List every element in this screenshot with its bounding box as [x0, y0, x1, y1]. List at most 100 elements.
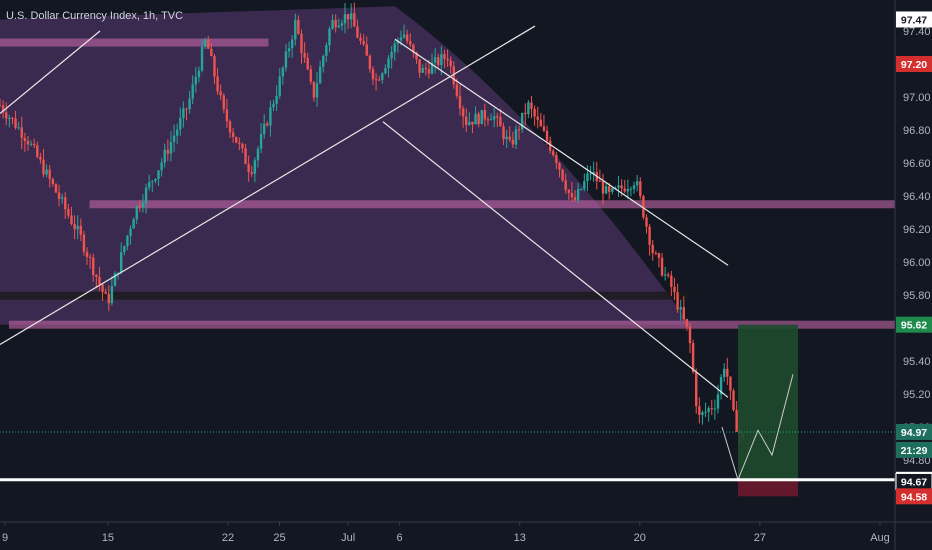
candle-body — [200, 46, 204, 71]
candle-body — [368, 55, 372, 70]
zone-layer — [0, 38, 895, 329]
candle-body — [433, 57, 437, 63]
candle-body — [188, 98, 191, 110]
price-tag-bg — [896, 488, 932, 505]
candle-body — [583, 181, 586, 189]
x-tick-label: 6 — [397, 532, 403, 544]
arc-base-band — [0, 291, 690, 300]
candle-body — [567, 189, 570, 194]
candle-body — [132, 219, 135, 229]
candle-body — [231, 132, 235, 137]
candle-body — [331, 19, 334, 29]
candle-body — [225, 109, 229, 122]
candle-body — [651, 244, 654, 254]
candle-body — [88, 256, 92, 258]
candle-body — [446, 58, 449, 61]
candle-body — [42, 159, 45, 175]
candle-body — [163, 149, 166, 163]
candle-body — [458, 95, 462, 109]
candle-body — [98, 276, 101, 285]
candle-body — [735, 410, 738, 432]
price-tag-label: 94.67 — [901, 476, 927, 488]
candle-body — [471, 121, 474, 125]
stop-box — [738, 479, 798, 497]
candle-body — [64, 197, 67, 210]
candle-body — [318, 66, 322, 84]
candle-body — [508, 136, 511, 140]
candle-body — [322, 56, 325, 67]
candle-body — [511, 139, 515, 145]
candle-body — [26, 140, 30, 145]
candle-body — [151, 181, 154, 183]
candle-body — [611, 188, 614, 192]
candle-body — [23, 137, 27, 141]
candle-body — [250, 171, 253, 174]
candle-body — [639, 181, 642, 197]
candle-body — [290, 39, 294, 49]
candle-body — [244, 148, 247, 165]
candle-body — [542, 126, 546, 131]
candle-body — [120, 252, 123, 273]
candle-body — [673, 286, 676, 293]
candle-body — [197, 70, 201, 77]
trendline-layer — [0, 25, 729, 398]
candle-body — [228, 121, 232, 133]
candle-layer — [0, 2, 745, 445]
trend-line — [0, 30, 101, 114]
candle-body — [210, 48, 213, 57]
candle-body — [238, 142, 241, 144]
candle-body — [359, 37, 362, 42]
candle-body — [642, 196, 645, 218]
candle-body — [545, 130, 549, 141]
position-layer — [0, 324, 895, 497]
candle-body — [396, 40, 400, 44]
candle-body — [502, 126, 505, 140]
candle-body — [496, 116, 499, 118]
candle-body — [138, 206, 142, 208]
y-tick-label: 96.60 — [903, 158, 931, 170]
candle-body — [14, 118, 17, 128]
candle-body — [517, 129, 521, 131]
candle-body — [95, 274, 98, 277]
y-tick-label: 96.80 — [903, 125, 931, 137]
candle-body — [11, 117, 14, 119]
candle-body — [580, 188, 583, 190]
candle-body — [253, 160, 257, 174]
candle-body — [707, 408, 710, 412]
candle-body — [520, 112, 524, 130]
candle-body — [73, 224, 76, 230]
candle-body — [598, 181, 602, 183]
candle-body — [113, 273, 117, 286]
candle-body — [340, 23, 344, 26]
countdown-bg — [896, 441, 932, 458]
price-tag-bg — [896, 56, 932, 72]
candle-body — [645, 217, 648, 227]
price-axis-panel[interactable] — [895, 0, 932, 550]
candle-body — [409, 41, 412, 45]
candle-body — [670, 275, 673, 287]
candle-body — [182, 108, 185, 118]
candle-body — [185, 108, 188, 110]
candle-body — [0, 105, 2, 107]
candle-body — [8, 117, 11, 119]
candle-body — [620, 185, 623, 189]
candle-body — [719, 377, 723, 395]
candle-body — [701, 412, 704, 415]
candle-body — [32, 143, 36, 146]
candle-body — [468, 121, 471, 125]
candle-body — [36, 145, 39, 157]
candle-body — [660, 257, 664, 276]
candle-body — [555, 155, 558, 164]
candle-body — [530, 102, 533, 109]
candle-body — [427, 69, 431, 74]
candle-body — [20, 127, 23, 138]
candle-body — [713, 408, 717, 410]
y-tick-label: 95.80 — [903, 290, 931, 302]
candle-body — [39, 156, 42, 160]
y-tick-label: 95.40 — [903, 356, 931, 368]
candle-body — [418, 59, 421, 73]
candle-body — [632, 185, 636, 189]
candle-body — [247, 164, 250, 172]
candle-body — [222, 95, 225, 110]
